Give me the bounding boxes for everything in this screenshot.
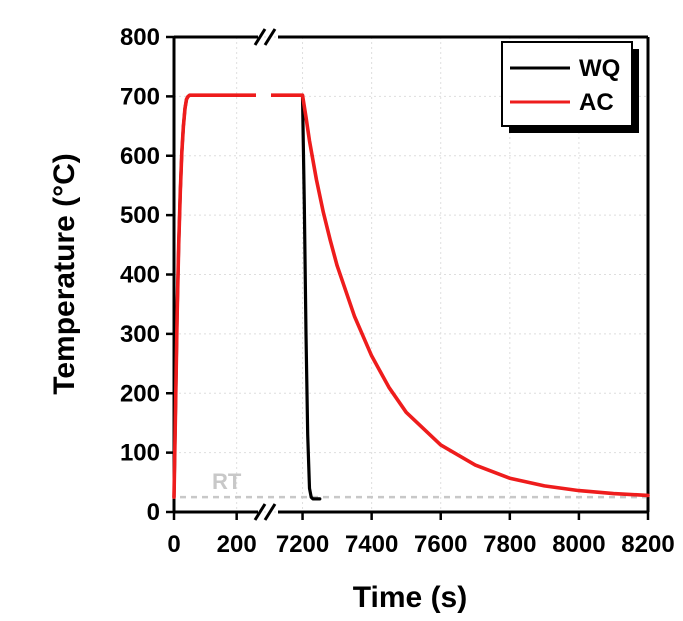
axis-break-mark <box>263 503 277 521</box>
x-tick-label: 7200 <box>276 531 329 558</box>
plateau-break-gap <box>256 89 271 99</box>
y-tick-label: 600 <box>120 143 160 170</box>
y-tick-label: 400 <box>120 262 160 289</box>
room-temperature-label: RT <box>212 469 242 494</box>
y-tick-label: 700 <box>120 83 160 110</box>
legend-box <box>501 41 633 127</box>
y-tick-label: 100 <box>120 440 160 467</box>
axis-break-mark <box>263 28 277 46</box>
y-tick-label: 300 <box>120 321 160 348</box>
y-tick-label: 500 <box>120 202 160 229</box>
legend-label-wq: WQ <box>579 55 620 82</box>
axis-break-mark <box>253 28 267 46</box>
x-tick-label: 7600 <box>414 531 467 558</box>
legend-label-ac: AC <box>579 89 614 116</box>
y-tick-label: 200 <box>120 380 160 407</box>
x-axis-title: Time (s) <box>353 581 467 614</box>
x-tick-label: 7400 <box>345 531 398 558</box>
axis-break-mark <box>253 503 267 521</box>
x-tick-label: 8000 <box>552 531 605 558</box>
series-line-ac <box>172 93 650 500</box>
x-tick-label: 8200 <box>621 531 674 558</box>
y-tick-label: 0 <box>147 499 160 526</box>
legend: WQ AC <box>501 41 639 133</box>
y-axis-title: Temperature (°C) <box>48 153 81 394</box>
x-tick-label: 0 <box>167 531 180 558</box>
series-lines <box>172 93 650 501</box>
y-tick-label: 800 <box>120 24 160 51</box>
x-tick-label: 200 <box>217 531 257 558</box>
x-tick-label: 7800 <box>483 531 536 558</box>
